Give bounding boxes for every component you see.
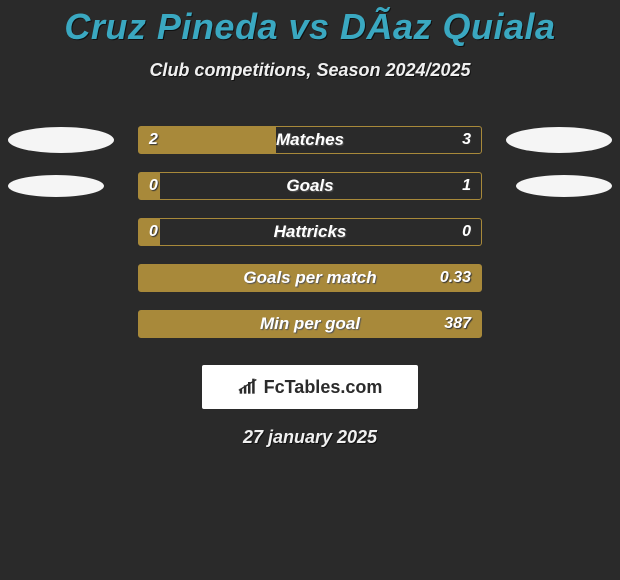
source-logo-text: FcTables.com (264, 377, 383, 398)
stat-label: Goals per match (243, 268, 376, 288)
page-title: Cruz Pineda vs DÃ­az Quiala (0, 0, 620, 48)
stat-right-value: 1 (462, 177, 471, 195)
stat-row: 0 Hattricks 0 (0, 209, 620, 255)
stat-label: Min per goal (260, 314, 360, 334)
comparison-infographic: Cruz Pineda vs DÃ­az Quiala Club competi… (0, 0, 620, 580)
stat-label: Hattricks (274, 222, 347, 242)
source-logo: FcTables.com (202, 365, 418, 409)
player-right-ellipse (516, 175, 612, 197)
stat-right-value: 0 (462, 223, 471, 241)
stat-row: 0 Goals 1 (0, 163, 620, 209)
stat-bar: 0 Hattricks 0 (138, 218, 482, 246)
stat-row: Goals per match 0.33 (0, 255, 620, 301)
stat-bar-fill (139, 127, 276, 153)
stat-right-value: 0.33 (440, 269, 471, 287)
stat-bar: 0 Goals 1 (138, 172, 482, 200)
player-left-ellipse (8, 175, 104, 197)
stat-bar: 2 Matches 3 (138, 126, 482, 154)
stat-rows: 2 Matches 3 0 Goals 1 0 Hattricks 0 Goals per mat… (0, 117, 620, 347)
stat-bar: Min per goal 387 (138, 310, 482, 338)
stat-row: Min per goal 387 (0, 301, 620, 347)
stat-row: 2 Matches 3 (0, 117, 620, 163)
chart-bars-icon (238, 378, 258, 396)
stat-right-value: 3 (462, 131, 471, 149)
player-right-ellipse (506, 127, 612, 153)
stat-right-value: 387 (444, 315, 471, 333)
player-left-ellipse (8, 127, 114, 153)
stat-label: Goals (286, 176, 333, 196)
stat-label: Matches (276, 130, 344, 150)
stat-left-value: 0 (149, 223, 158, 241)
stat-bar: Goals per match 0.33 (138, 264, 482, 292)
stat-left-value: 0 (149, 177, 158, 195)
stat-left-value: 2 (149, 131, 158, 149)
snapshot-date: 27 january 2025 (0, 427, 620, 448)
page-subtitle: Club competitions, Season 2024/2025 (0, 60, 620, 81)
